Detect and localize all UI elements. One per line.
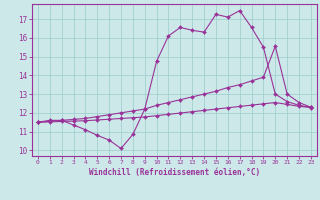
X-axis label: Windchill (Refroidissement éolien,°C): Windchill (Refroidissement éolien,°C) [89, 168, 260, 177]
